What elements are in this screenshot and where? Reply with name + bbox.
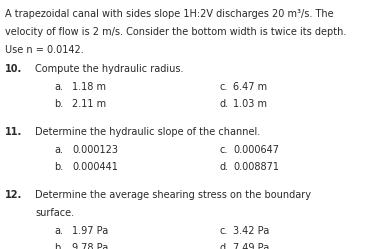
Text: 11.: 11. [5,127,22,137]
Text: c.: c. [220,226,228,236]
Text: 9.78 Pa: 9.78 Pa [72,243,108,249]
Text: Use n = 0.0142.: Use n = 0.0142. [5,45,83,55]
Text: 0.000647: 0.000647 [233,145,279,155]
Text: d.: d. [220,99,229,109]
Text: 0.000441: 0.000441 [72,162,118,172]
Text: 12.: 12. [5,190,22,200]
Text: Compute the hydraulic radius.: Compute the hydraulic radius. [35,64,184,74]
Text: b.: b. [54,99,64,109]
Text: 10.: 10. [5,64,22,74]
Text: a.: a. [54,82,63,92]
Text: velocity of flow is 2 m/s. Consider the bottom width is twice its depth.: velocity of flow is 2 m/s. Consider the … [5,27,346,37]
Text: 2.11 m: 2.11 m [72,99,106,109]
Text: A trapezoidal canal with sides slope 1H:2V discharges 20 m³/s. The: A trapezoidal canal with sides slope 1H:… [5,9,333,19]
Text: 0.000123: 0.000123 [72,145,118,155]
Text: Determine the hydraulic slope of the channel.: Determine the hydraulic slope of the cha… [35,127,260,137]
Text: d.: d. [220,243,229,249]
Text: a.: a. [54,226,63,236]
Text: surface.: surface. [35,208,74,218]
Text: 6.47 m: 6.47 m [233,82,268,92]
Text: 0.008871: 0.008871 [233,162,279,172]
Text: 1.18 m: 1.18 m [72,82,106,92]
Text: a.: a. [54,145,63,155]
Text: c.: c. [220,82,228,92]
Text: 1.97 Pa: 1.97 Pa [72,226,108,236]
Text: 1.03 m: 1.03 m [233,99,267,109]
Text: 3.42 Pa: 3.42 Pa [233,226,270,236]
Text: b.: b. [54,243,64,249]
Text: c.: c. [220,145,228,155]
Text: Determine the average shearing stress on the boundary: Determine the average shearing stress on… [35,190,311,200]
Text: d.: d. [220,162,229,172]
Text: b.: b. [54,162,64,172]
Text: 7.49 Pa: 7.49 Pa [233,243,270,249]
